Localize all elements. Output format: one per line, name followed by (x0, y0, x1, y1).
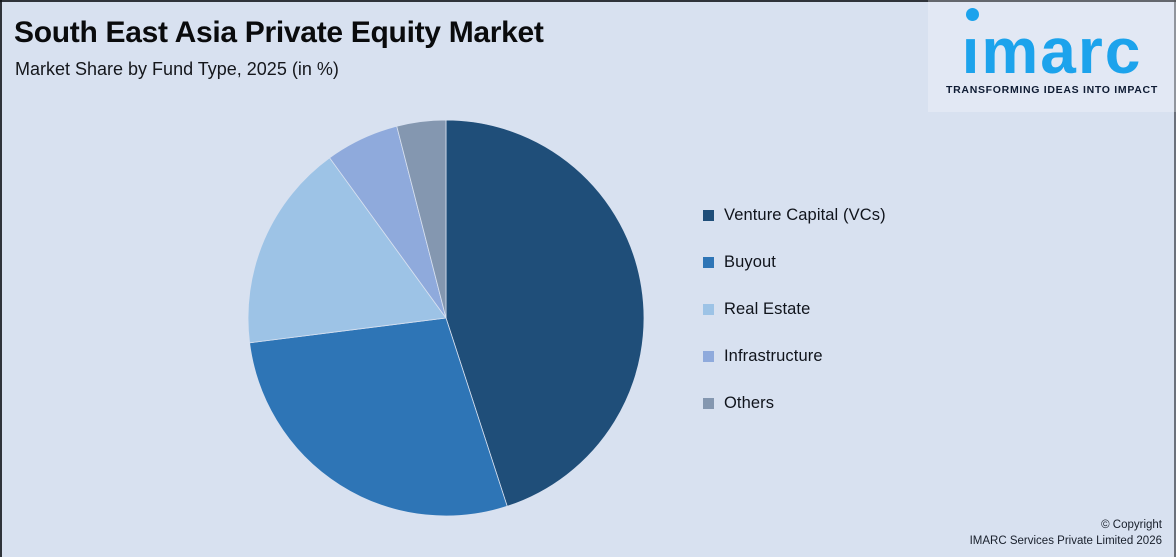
legend-swatch-venture-capital (703, 209, 714, 221)
legend-swatch-real-estate (703, 303, 714, 315)
pie-slice-real-estate (247, 157, 447, 344)
page-subtitle: Market Share by Fund Type, 2025 (in %) (15, 59, 339, 79)
legend-swatch-others (703, 397, 714, 409)
legend-item-buyout: Buyout (703, 252, 886, 271)
pie-slice-buyout (249, 317, 508, 517)
legend-swatch-buyout (703, 256, 714, 268)
imarc-logo: ımarc TRANSFORMING IDEAS INTO IMPACT (928, 0, 1176, 112)
pie-slice-others (396, 119, 447, 319)
legend-swatch-infrastructure (703, 350, 714, 362)
copyright-line2: IMARC Services Private Limited 2026 (969, 534, 1162, 547)
imarc-wordmark: ımarc (962, 6, 1143, 83)
page-title: South East Asia Private Equity Market (14, 16, 544, 49)
legend-label: Infrastructure (724, 346, 823, 365)
legend-label: Others (724, 393, 775, 412)
legend-item-others: Others (703, 393, 886, 412)
imarc-logo-dot-icon (965, 8, 979, 21)
pie-slice-venture-capital-vcs (445, 119, 645, 507)
legend-label: Real Estate (724, 299, 811, 318)
legend-item-infrastructure: Infrastructure (703, 346, 886, 365)
chart-legend: Venture Capital (VCs) Buyout Real Estate… (703, 205, 886, 412)
pie-chart (246, 118, 646, 518)
imarc-wordmark-text: ımarc (961, 15, 1143, 87)
legend-label: Buyout (724, 252, 776, 271)
copyright-line1: © Copyright (1101, 518, 1162, 531)
copyright-notice: © Copyright IMARC Services Private Limit… (970, 517, 1162, 549)
legend-item-venture-capital: Venture Capital (VCs) (703, 205, 886, 224)
legend-label: Venture Capital (VCs) (724, 205, 886, 224)
legend-item-real-estate: Real Estate (703, 299, 886, 318)
pie-chart-svg (247, 119, 645, 517)
imarc-tagline: TRANSFORMING IDEAS INTO IMPACT (946, 83, 1158, 96)
